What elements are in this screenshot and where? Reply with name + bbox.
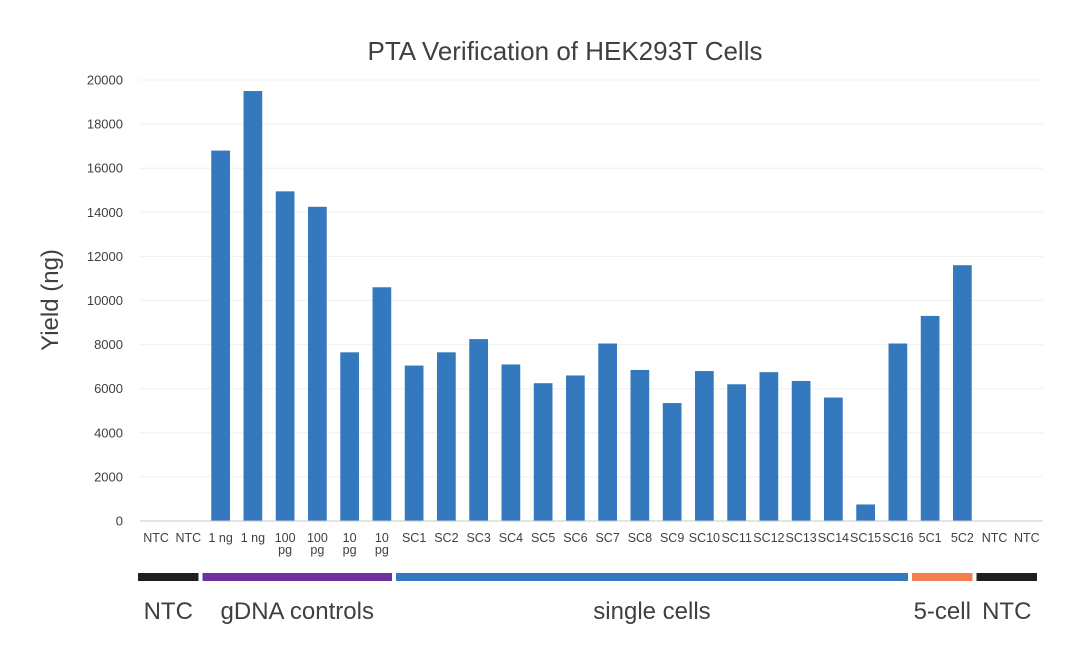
x-tick-label: 10 (343, 531, 357, 545)
y-axis-ticks: 0 2000 4000 6000 8000 10000 12000 14000 16000 180… (87, 73, 123, 529)
bar (759, 372, 779, 521)
group-label: 5-cell (914, 598, 971, 625)
y-tick-label: 2000 (94, 469, 123, 484)
bar (791, 380, 811, 521)
x-tick-label: SC16 (882, 531, 913, 545)
bar (211, 150, 230, 521)
x-tick-label: 1 ng (241, 531, 265, 545)
x-tick-label: SC2 (434, 531, 458, 545)
x-tick-label: pg (310, 543, 324, 557)
bar (340, 352, 359, 521)
group-label: gDNA controls (221, 598, 374, 625)
bar (243, 91, 263, 522)
x-tick-label: pg (278, 543, 292, 557)
x-tick-label: SC12 (753, 531, 784, 545)
x-tick-label: pg (343, 543, 357, 557)
x-tick-label: 100 (307, 531, 328, 545)
bar (920, 315, 940, 521)
y-tick-label: 4000 (94, 425, 123, 440)
y-tick-label: 0 (116, 514, 123, 529)
x-tick-label: SC1 (402, 531, 426, 545)
x-tick-label: SC9 (660, 531, 684, 545)
bar (437, 352, 456, 521)
y-tick-label: 8000 (94, 337, 123, 352)
x-tick-label: SC4 (499, 531, 523, 545)
x-tick-label: 5C2 (951, 531, 974, 545)
group-bar (912, 573, 973, 581)
y-axis-label: Yield (ng) (37, 249, 64, 351)
x-tick-label: SC14 (818, 531, 849, 545)
group-bar (396, 573, 908, 581)
x-tick-label: SC15 (850, 531, 881, 545)
x-tick-label: SC10 (689, 531, 720, 545)
x-tick-label: NTC (1014, 531, 1040, 545)
chart-title: PTA Verification of HEK293T Cells (367, 36, 762, 66)
x-tick-label: 100 (275, 531, 296, 545)
y-tick-label: 16000 (87, 161, 123, 176)
bar (856, 504, 875, 521)
x-tick-label: NTC (143, 531, 169, 545)
x-tick-label: SC13 (785, 531, 816, 545)
group-bar (138, 573, 199, 581)
bar (824, 397, 843, 521)
bars (211, 91, 972, 522)
bar (630, 369, 650, 521)
x-tick-label: 1 ng (208, 531, 232, 545)
y-tick-label: 18000 (87, 117, 123, 132)
x-tick-label: pg (375, 543, 389, 557)
x-tick-label: 5C1 (919, 531, 942, 545)
x-tick-label: SC8 (628, 531, 652, 545)
bar (501, 364, 521, 521)
y-tick-label: 14000 (87, 205, 123, 220)
group-bar (976, 573, 1037, 581)
group-label: NTC (982, 598, 1031, 625)
group-label: NTC (144, 598, 193, 625)
bar (533, 383, 553, 521)
bar (953, 265, 972, 521)
y-tick-label: 12000 (87, 249, 123, 264)
group-label: single cells (593, 598, 710, 625)
bar (404, 365, 424, 521)
y-tick-label: 6000 (94, 381, 123, 396)
bar (372, 287, 392, 521)
bar (566, 375, 585, 521)
group-bar (202, 573, 392, 581)
x-tick-label: SC7 (595, 531, 619, 545)
bar (662, 403, 682, 521)
x-tick-label: SC5 (531, 531, 555, 545)
bar (727, 384, 746, 521)
x-tick-label: NTC (176, 531, 202, 545)
x-tick-label: 10 (375, 531, 389, 545)
group-brackets: NTC gDNA controls single cells 5-cell NTC (138, 573, 1037, 625)
x-tick-label: SC6 (563, 531, 587, 545)
x-tick-label: SC11 (721, 531, 751, 545)
bar (888, 343, 908, 521)
bar (275, 191, 295, 522)
gridlines (140, 79, 1043, 478)
y-tick-label: 10000 (87, 293, 123, 308)
x-tick-label: NTC (982, 531, 1008, 545)
bar (598, 343, 617, 521)
bar (469, 339, 488, 521)
y-tick-label: 20000 (87, 73, 123, 88)
bar (308, 206, 327, 521)
x-tick-label: SC3 (466, 531, 490, 545)
bar (695, 371, 714, 521)
